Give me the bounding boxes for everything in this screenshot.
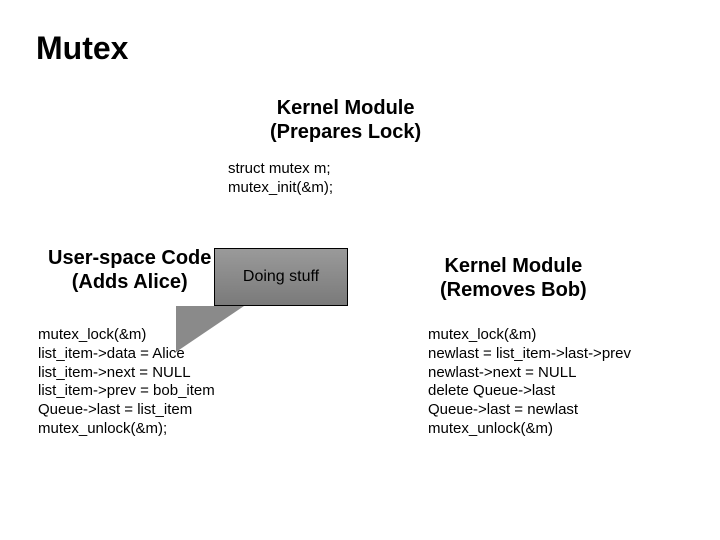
right-heading-line1: Kernel Module [444,255,582,277]
top-code: struct mutex m; mutex_init(&m); [228,160,333,198]
right-heading-line2: (Removes Bob) [440,279,587,301]
right-heading: Kernel Module (Removes Bob) [440,254,587,302]
left-heading-line1: User-space Code [48,247,211,269]
slide-title: Mutex [36,30,128,67]
callout-box: Doing stuff [214,248,348,306]
top-heading-line1: Kernel Module [277,97,415,119]
top-heading-line2: (Prepares Lock) [270,121,421,143]
left-heading-line2: (Adds Alice) [72,271,188,293]
callout-tail [176,306,244,352]
right-code: mutex_lock(&m) newlast = list_item->last… [428,326,631,439]
callout-label: Doing stuff [243,268,319,286]
left-heading: User-space Code (Adds Alice) [48,246,211,294]
top-heading: Kernel Module (Prepares Lock) [270,96,421,144]
